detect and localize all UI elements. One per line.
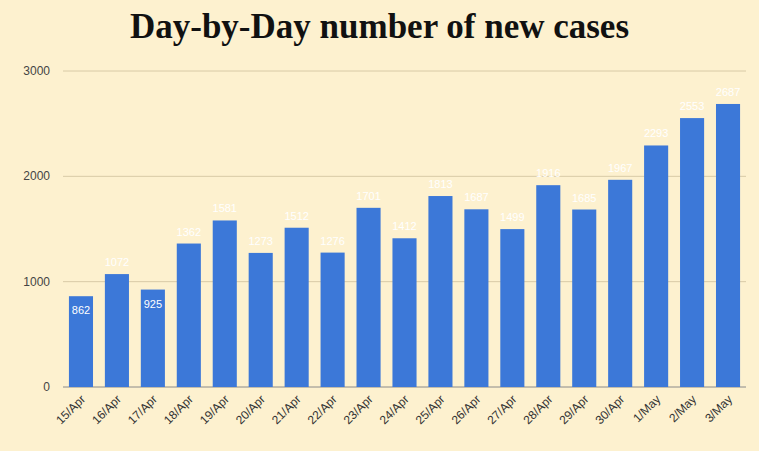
x-tick-label: 29/Apr [556, 392, 591, 427]
bars [69, 104, 740, 387]
data-label: 1916 [536, 167, 560, 179]
x-tick-label: 3/May [702, 392, 735, 425]
data-label: 925 [144, 298, 162, 310]
x-tick-label: 25/Apr [413, 392, 448, 427]
chart: Day-by-Day number of new cases 0 1000 2000 3… [0, 0, 759, 451]
x-tick-label: 28/Apr [521, 392, 556, 427]
x-tick-label: 24/Apr [377, 392, 412, 427]
bar [464, 209, 488, 387]
data-label: 1581 [213, 202, 237, 214]
x-tick-label: 26/Apr [449, 392, 484, 427]
bar [213, 220, 237, 387]
y-tick-label: 1000 [23, 275, 50, 289]
x-tick-label: 20/Apr [233, 392, 268, 427]
data-label: 1813 [428, 178, 452, 190]
x-tick-label: 22/Apr [305, 392, 340, 427]
data-label: 862 [72, 304, 90, 316]
bar [321, 253, 345, 387]
y-tick-label: 2000 [23, 169, 50, 183]
x-tick-label: 21/Apr [269, 392, 304, 427]
labels: 862 1072 925 1362 1581 1273 1512 1276 1701 1412 18… [72, 86, 740, 316]
data-label: 1685 [572, 192, 596, 204]
data-label: 1412 [392, 220, 416, 232]
data-label: 2293 [644, 127, 668, 139]
grid-line [63, 176, 746, 177]
data-label: 1276 [320, 235, 344, 247]
bar [249, 253, 273, 387]
bar [572, 210, 596, 387]
title: Day-by-Day number of new cases [130, 7, 629, 46]
x-tick-label: 23/Apr [341, 392, 376, 427]
data-label: 1967 [608, 162, 632, 174]
data-label: 1072 [105, 256, 129, 268]
x-tick-label: 15/Apr [53, 392, 88, 427]
data-label: 1499 [500, 211, 524, 223]
data-label: 1687 [464, 191, 488, 203]
bar [69, 296, 93, 387]
y-axis [63, 71, 64, 387]
bar [500, 229, 524, 387]
bar [680, 118, 704, 387]
data-label: 2553 [680, 100, 704, 112]
data-label: 2687 [716, 86, 740, 98]
bar [141, 290, 165, 387]
bar [285, 228, 309, 387]
y-tick-label: 0 [43, 380, 50, 394]
x-tick-label: 30/Apr [592, 392, 627, 427]
bar [428, 196, 452, 387]
bar [177, 244, 201, 387]
bar [105, 274, 129, 387]
bar [536, 185, 560, 387]
background [0, 0, 759, 451]
data-label: 1512 [284, 210, 308, 222]
bar [608, 180, 632, 387]
grid-line [63, 71, 746, 72]
x-tick-label: 18/Apr [161, 392, 196, 427]
x-tick-label: 17/Apr [125, 392, 160, 427]
data-label: 1362 [177, 226, 201, 238]
bar [392, 238, 416, 387]
bar [716, 104, 740, 387]
x-tick-label: 16/Apr [89, 392, 124, 427]
x-tick-label: 2/May [666, 392, 699, 425]
bar [644, 145, 668, 387]
x-tick-label: 27/Apr [485, 392, 520, 427]
y-tick-label: 3000 [23, 64, 50, 78]
data-label: 1273 [248, 235, 272, 247]
x-tick-label: 19/Apr [197, 392, 232, 427]
bar [357, 208, 381, 387]
x-tick-label: 1/May [630, 392, 663, 425]
data-label: 1701 [356, 190, 380, 202]
